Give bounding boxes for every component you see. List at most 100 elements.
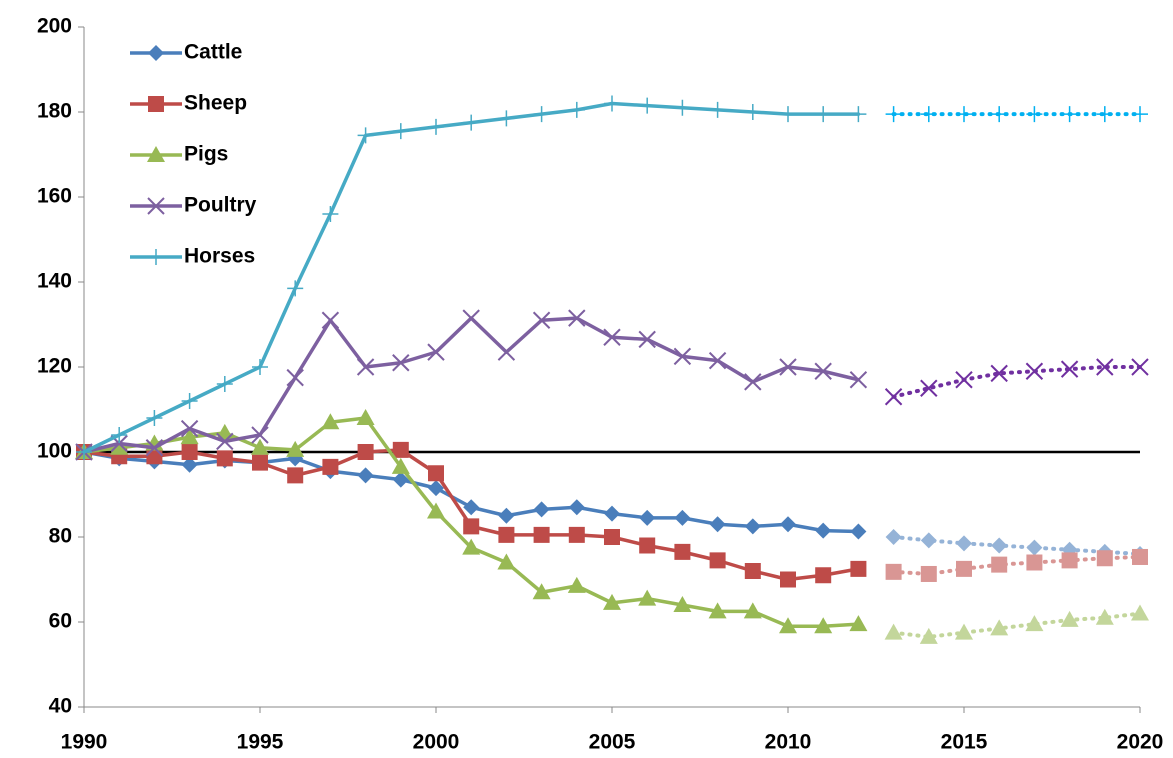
y-tick-label: 60 <box>49 610 72 633</box>
marker <box>815 567 832 584</box>
marker <box>639 537 656 554</box>
marker <box>604 505 620 522</box>
marker <box>990 364 1008 383</box>
marker <box>497 553 516 570</box>
marker <box>357 467 374 484</box>
marker <box>1025 362 1044 380</box>
marker <box>216 450 233 467</box>
y-tick-label: 100 <box>37 440 72 463</box>
marker <box>392 123 409 140</box>
marker <box>991 556 1008 573</box>
marker <box>111 427 128 443</box>
marker <box>779 617 797 634</box>
marker <box>885 563 902 580</box>
marker <box>1060 360 1079 378</box>
legend-label: Poultry <box>184 194 257 217</box>
marker <box>252 359 268 375</box>
x-tick-label: 2005 <box>589 731 636 754</box>
marker <box>743 602 762 619</box>
marker <box>427 502 445 519</box>
marker <box>919 627 938 644</box>
marker <box>780 516 796 533</box>
marker <box>145 439 164 457</box>
marker <box>357 444 374 460</box>
marker <box>991 106 1008 123</box>
marker <box>603 593 621 610</box>
x-tick-label: 1995 <box>237 731 284 754</box>
marker <box>1131 358 1149 376</box>
marker <box>392 471 409 488</box>
marker <box>779 358 797 376</box>
marker <box>708 602 727 619</box>
marker <box>497 343 516 361</box>
marker <box>180 428 199 445</box>
marker <box>780 571 796 588</box>
marker <box>1061 106 1078 123</box>
marker <box>1096 106 1113 123</box>
marker <box>885 529 902 545</box>
marker <box>1132 548 1148 565</box>
marker <box>638 330 656 349</box>
marker <box>251 426 269 444</box>
marker <box>148 45 164 61</box>
marker <box>709 516 726 533</box>
marker <box>744 373 762 391</box>
marker <box>1096 550 1113 567</box>
y-tick-label: 180 <box>37 100 72 123</box>
x-tick-label: 1990 <box>61 731 108 754</box>
marker <box>180 419 199 438</box>
marker <box>146 410 163 426</box>
marker <box>814 617 833 634</box>
projection-line <box>891 365 1142 399</box>
marker <box>1132 106 1148 123</box>
marker <box>391 457 410 474</box>
y-tick-label: 120 <box>37 355 72 378</box>
marker <box>252 454 268 471</box>
marker <box>956 535 972 552</box>
marker <box>321 311 340 329</box>
x-tick-label: 2010 <box>765 731 812 754</box>
marker <box>463 518 480 535</box>
marker <box>849 371 868 389</box>
legend-label: Pigs <box>184 143 228 166</box>
marker <box>744 104 761 120</box>
marker <box>815 522 832 539</box>
marker <box>533 501 550 518</box>
marker <box>321 413 340 430</box>
marker <box>216 376 233 392</box>
marker <box>181 444 198 460</box>
marker <box>850 560 867 577</box>
marker <box>322 458 339 475</box>
marker <box>708 351 727 370</box>
marker <box>498 507 515 524</box>
marker <box>322 206 339 222</box>
marker <box>674 543 691 560</box>
marker <box>498 110 515 127</box>
marker <box>533 106 550 123</box>
marker <box>498 526 515 543</box>
marker <box>286 368 304 387</box>
x-tick-label: 2020 <box>1117 731 1164 754</box>
marker <box>744 563 761 579</box>
projection-line <box>891 611 1142 639</box>
legend-label: Sheep <box>184 92 247 115</box>
marker <box>920 565 937 582</box>
marker <box>286 440 305 457</box>
y-tick-label: 80 <box>49 525 72 548</box>
marker <box>674 99 691 116</box>
marker <box>850 106 867 123</box>
marker <box>709 552 726 569</box>
marker <box>147 197 165 215</box>
marker <box>287 280 304 297</box>
marker <box>1060 610 1079 627</box>
legend-label: Cattle <box>184 41 242 64</box>
marker <box>76 444 92 460</box>
y-tick-label: 160 <box>37 185 72 208</box>
marker <box>533 526 550 543</box>
marker <box>991 537 1008 554</box>
marker <box>146 448 163 465</box>
marker <box>463 114 480 131</box>
y-tick-label: 200 <box>37 15 72 38</box>
marker <box>147 146 165 162</box>
y-tick-label: 40 <box>49 695 72 718</box>
